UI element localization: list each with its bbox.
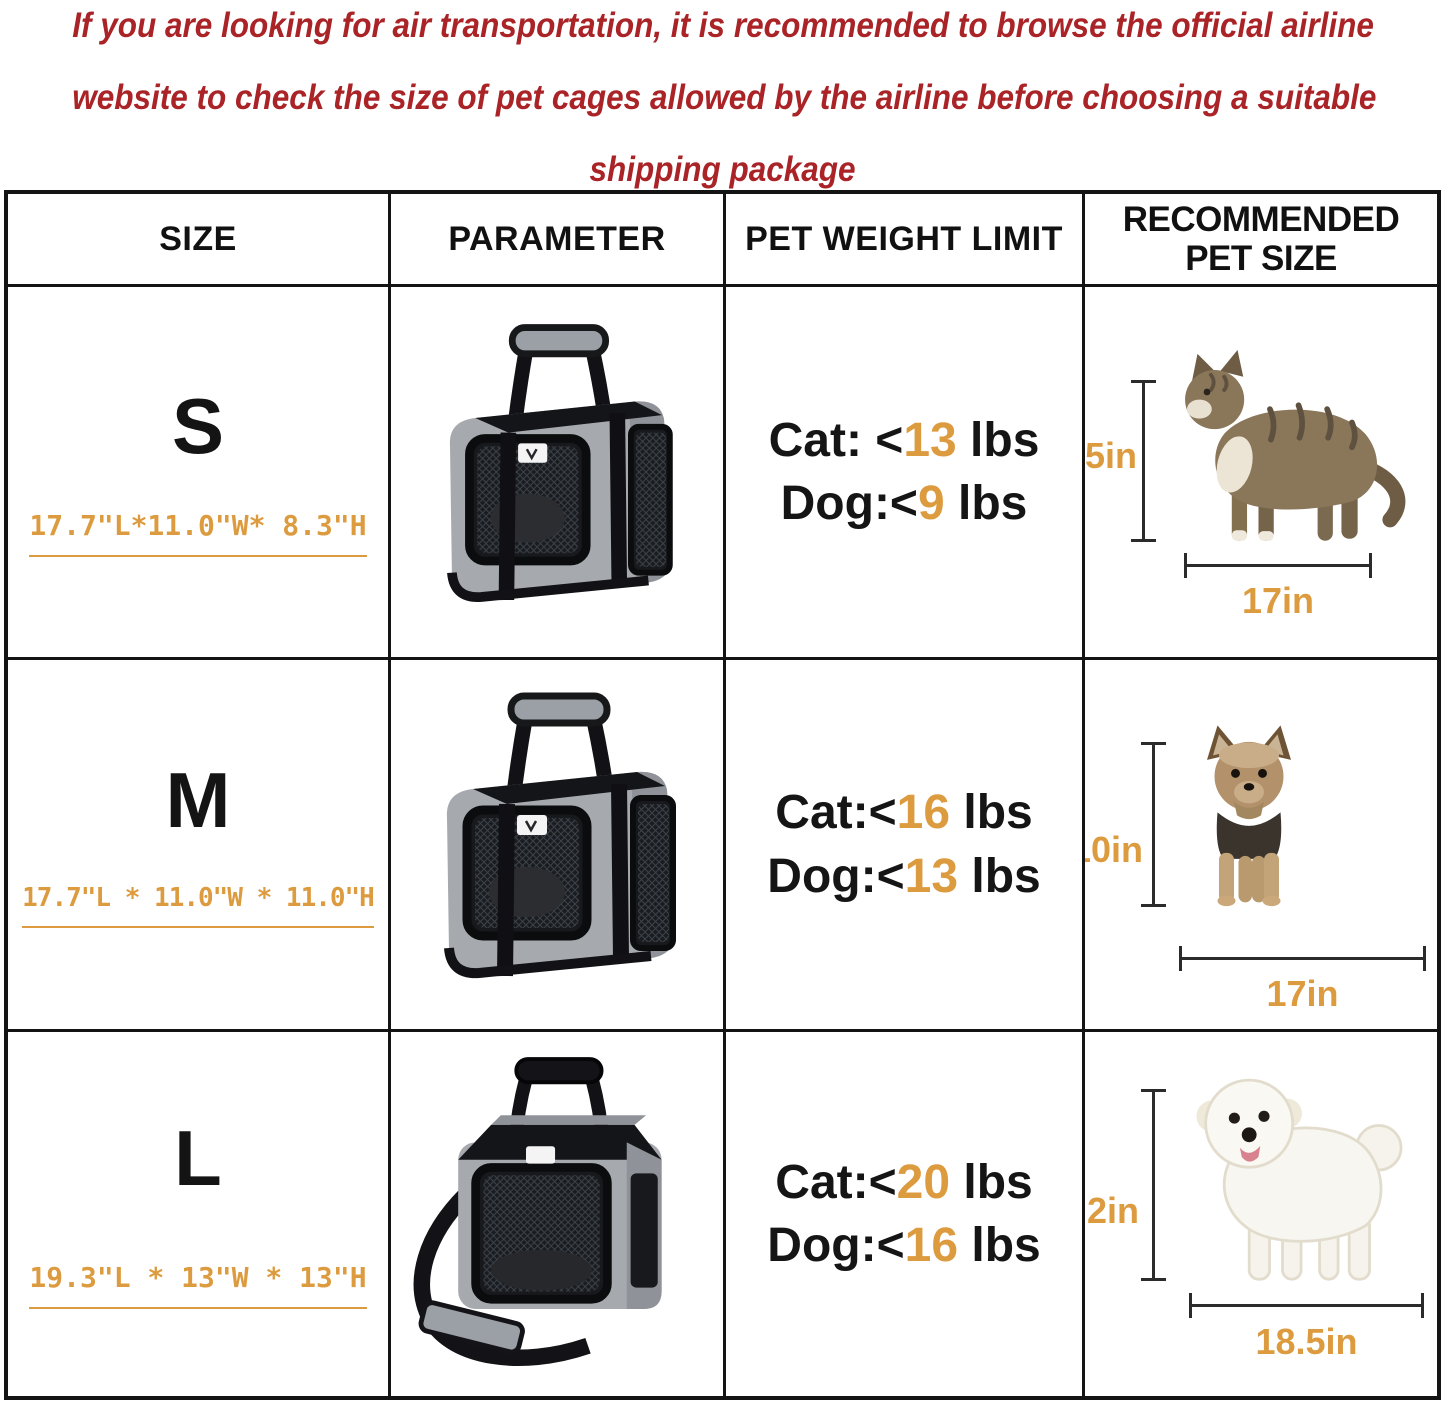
- carrier-l-image: [402, 1049, 712, 1379]
- header-size: SIZE: [8, 194, 391, 287]
- row-s-size-cell: S 17.7"L*11.0"W* 8.3"H: [8, 287, 391, 660]
- size-dimensions-l: 19.3"L * 13"W * 13"H: [29, 1261, 367, 1309]
- size-comparison-table: SIZE PARAMETER PET WEIGHT LIMIT RECOMMEN…: [4, 190, 1441, 1400]
- carrier-s-image: [411, 312, 703, 633]
- size-dimensions-m: 17.7"L * 11.0"W * 11.0"H: [22, 883, 375, 928]
- row-m-weight-cell: Cat:<16 lbs Dog:<13 lbs: [726, 660, 1085, 1032]
- width-label-l: 18.5in: [1255, 1321, 1358, 1362]
- row-m-pet-cell: 10in 17in: [1085, 660, 1437, 1032]
- header-parameter: PARAMETER: [391, 194, 726, 287]
- height-dimension-line: [1141, 742, 1166, 907]
- yorkie-dog-image: [1174, 694, 1324, 939]
- airline-notice: If you are looking for air transportatio…: [0, 8, 1445, 224]
- row-s-pet-cell: 5in 17in: [1085, 287, 1437, 660]
- row-m-size-cell: M 17.7"L * 11.0"W * 11.0"H: [8, 660, 391, 1032]
- weight-dog-l: Dog:<16 lbs: [767, 1219, 1041, 1272]
- height-label-m: 10in: [1085, 829, 1144, 870]
- size-dimensions-s: 17.7"L*11.0"W* 8.3"H: [29, 509, 367, 557]
- header-recommended-line1: RECOMMENDED: [1122, 199, 1400, 239]
- width-dimension-line: [1184, 553, 1372, 578]
- white-dog-image: [1164, 1060, 1414, 1292]
- width-dimension-line: [1179, 946, 1426, 971]
- height-dimension-line: [1131, 380, 1156, 542]
- size-letter-m: M: [165, 756, 231, 844]
- weight-cat-m: Cat:<16 lbs: [775, 786, 1033, 840]
- notice-line-1: If you are looking for air transportatio…: [72, 6, 1374, 45]
- notice-line-2: website to check the size of pet cages a…: [72, 78, 1377, 117]
- height-dimension-line: [1141, 1089, 1166, 1281]
- header-pet-weight-limit: PET WEIGHT LIMIT: [726, 194, 1085, 287]
- row-s-weight-cell: Cat: <13 lbs Dog:<9 lbs: [726, 287, 1085, 660]
- height-label-l: 2in: [1087, 1190, 1140, 1231]
- header-recommended-line2: PET SIZE: [1185, 239, 1337, 278]
- cat-image: [1164, 350, 1414, 555]
- carrier-m-image: [407, 680, 707, 1010]
- weight-cat-l: Cat:<20 lbs: [775, 1155, 1033, 1209]
- notice-line-3: shipping package: [589, 150, 856, 189]
- weight-cat-s: Cat: <13 lbs: [768, 413, 1040, 467]
- row-l-carrier-cell: [391, 1032, 726, 1396]
- height-label-s: 5in: [1085, 435, 1138, 476]
- weight-dog-s: Dog:<9 lbs: [780, 477, 1028, 530]
- width-label-s: 17in: [1241, 580, 1315, 621]
- size-letter-s: S: [171, 382, 225, 470]
- row-l-pet-cell: 2in 18.5in: [1085, 1032, 1437, 1396]
- size-letter-l: L: [174, 1114, 222, 1202]
- row-l-size-cell: L 19.3"L * 13"W * 13"H: [8, 1032, 391, 1396]
- row-s-carrier-cell: [391, 287, 726, 660]
- row-l-weight-cell: Cat:<20 lbs Dog:<16 lbs: [726, 1032, 1085, 1396]
- weight-dog-m: Dog:<13 lbs: [767, 849, 1041, 903]
- header-recommended-pet-size: RECOMMENDED PET SIZE: [1085, 194, 1437, 287]
- row-m-carrier-cell: [391, 660, 726, 1032]
- width-dimension-line: [1189, 1293, 1424, 1318]
- width-label-m: 17in: [1266, 973, 1339, 1014]
